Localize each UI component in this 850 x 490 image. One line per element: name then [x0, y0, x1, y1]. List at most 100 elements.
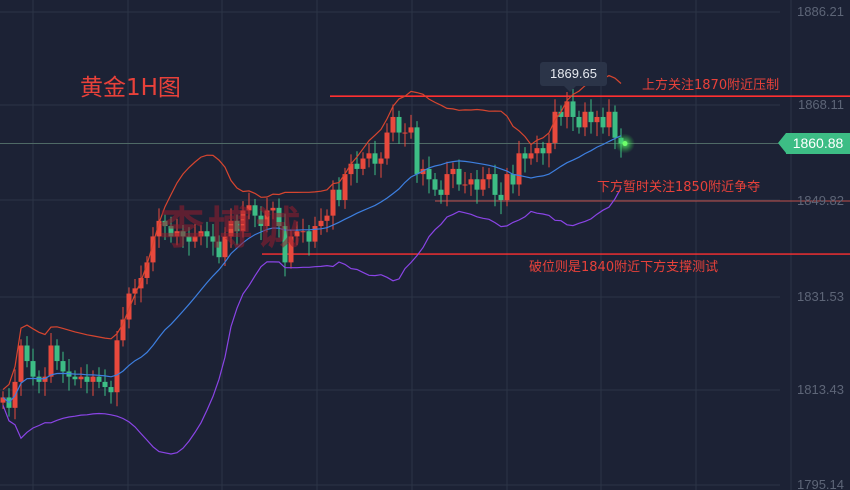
candle-body [492, 174, 498, 195]
candle-body [168, 226, 174, 237]
candle-body [186, 236, 192, 242]
candle-body [90, 376, 96, 382]
candle-body [414, 127, 420, 175]
candle-body [576, 116, 582, 128]
candle-body [588, 111, 594, 123]
watermark: 李博诚 [160, 203, 304, 254]
candle-body [360, 158, 366, 169]
candle-body [282, 226, 288, 263]
candle-body [42, 376, 48, 382]
price-tooltip: 1869.65 [540, 62, 607, 92]
candle-body [444, 174, 450, 195]
candle-body [540, 148, 546, 154]
candle-body [180, 231, 186, 237]
candle-body [246, 205, 252, 211]
candle-body [18, 345, 24, 382]
candle-body [174, 231, 180, 237]
candle-body [504, 174, 510, 201]
candle-body [516, 153, 522, 185]
candle-body [348, 163, 354, 175]
upper-band-line [2, 74, 622, 391]
candle-body [234, 220, 240, 232]
candle-body [612, 111, 618, 138]
candle-body [24, 345, 30, 362]
candle-body [606, 111, 612, 128]
candle-body [564, 101, 570, 117]
y-tick: 1849.82 [797, 193, 844, 208]
y-tick: 1795.14 [797, 477, 844, 490]
candle-body [510, 174, 516, 185]
candle-body [366, 153, 372, 159]
candle-body [312, 226, 318, 242]
candle-body [276, 207, 282, 227]
candle-body [132, 288, 138, 294]
candle-body [534, 148, 540, 154]
candle-body [288, 236, 294, 263]
candle-body [84, 376, 90, 382]
candle-body [342, 174, 348, 201]
candle-body [426, 168, 432, 180]
candle-body [456, 168, 462, 185]
candle-body [216, 241, 222, 258]
candle-body [486, 174, 492, 180]
candle-body [156, 220, 162, 237]
candle-body [300, 231, 306, 233]
candle-body [96, 376, 102, 382]
candle-body [54, 345, 60, 362]
candle-body [378, 158, 384, 164]
candle-body [114, 340, 120, 393]
y-tick: 1886.21 [797, 4, 844, 19]
candle-body [240, 210, 246, 232]
support-annotation: 下方暂时关注1850附近争夺 [597, 180, 761, 195]
candle-body [582, 111, 588, 128]
candle-body [390, 116, 396, 133]
candle-body [450, 168, 456, 175]
candle-body [384, 132, 390, 159]
candle-body [252, 205, 258, 216]
candle-body [306, 231, 312, 242]
candle-body [144, 262, 150, 278]
candle-body [126, 293, 132, 320]
candle-body [480, 179, 486, 190]
candle-body [162, 220, 168, 227]
candle-body [138, 277, 144, 289]
candle-body [102, 381, 108, 388]
candle-body [474, 179, 480, 190]
candle-body [222, 236, 228, 258]
candle-body [570, 101, 576, 117]
candle-body [330, 189, 336, 216]
candle-body [462, 184, 468, 186]
chart-title: 黄金1H图 [80, 75, 181, 101]
candle-body [600, 116, 606, 128]
candle-body [372, 153, 378, 164]
lower-band-line [2, 187, 622, 455]
candle-body [150, 236, 156, 263]
candle-body [108, 387, 114, 393]
candle-body [0, 397, 6, 403]
candle-body [270, 207, 276, 211]
candle-body [408, 127, 414, 133]
candle-body [30, 361, 36, 377]
middle-band-line [2, 135, 622, 404]
candle-body [468, 179, 474, 185]
candle-body [324, 215, 330, 221]
resistance-annotation: 上方关注1870附近压制 [642, 78, 780, 93]
candle-body [438, 189, 444, 195]
candle-body [318, 220, 324, 227]
candle-body [546, 142, 552, 154]
candle-body [72, 376, 78, 380]
candle-body [120, 319, 126, 341]
y-tick: 1831.53 [797, 289, 844, 304]
candle-body [558, 111, 564, 117]
candle-body [402, 132, 408, 134]
current-price-tag: 1860.88 [778, 133, 850, 154]
y-tick: 1868.11 [797, 97, 844, 112]
y-tick: 1813.43 [797, 382, 844, 397]
breakdown-annotation: 破位则是1840附近下方支撑测试 [529, 260, 719, 275]
candle-body [336, 189, 342, 201]
candle-body [552, 111, 558, 143]
candle-body [60, 361, 66, 372]
candle-body [210, 236, 216, 242]
